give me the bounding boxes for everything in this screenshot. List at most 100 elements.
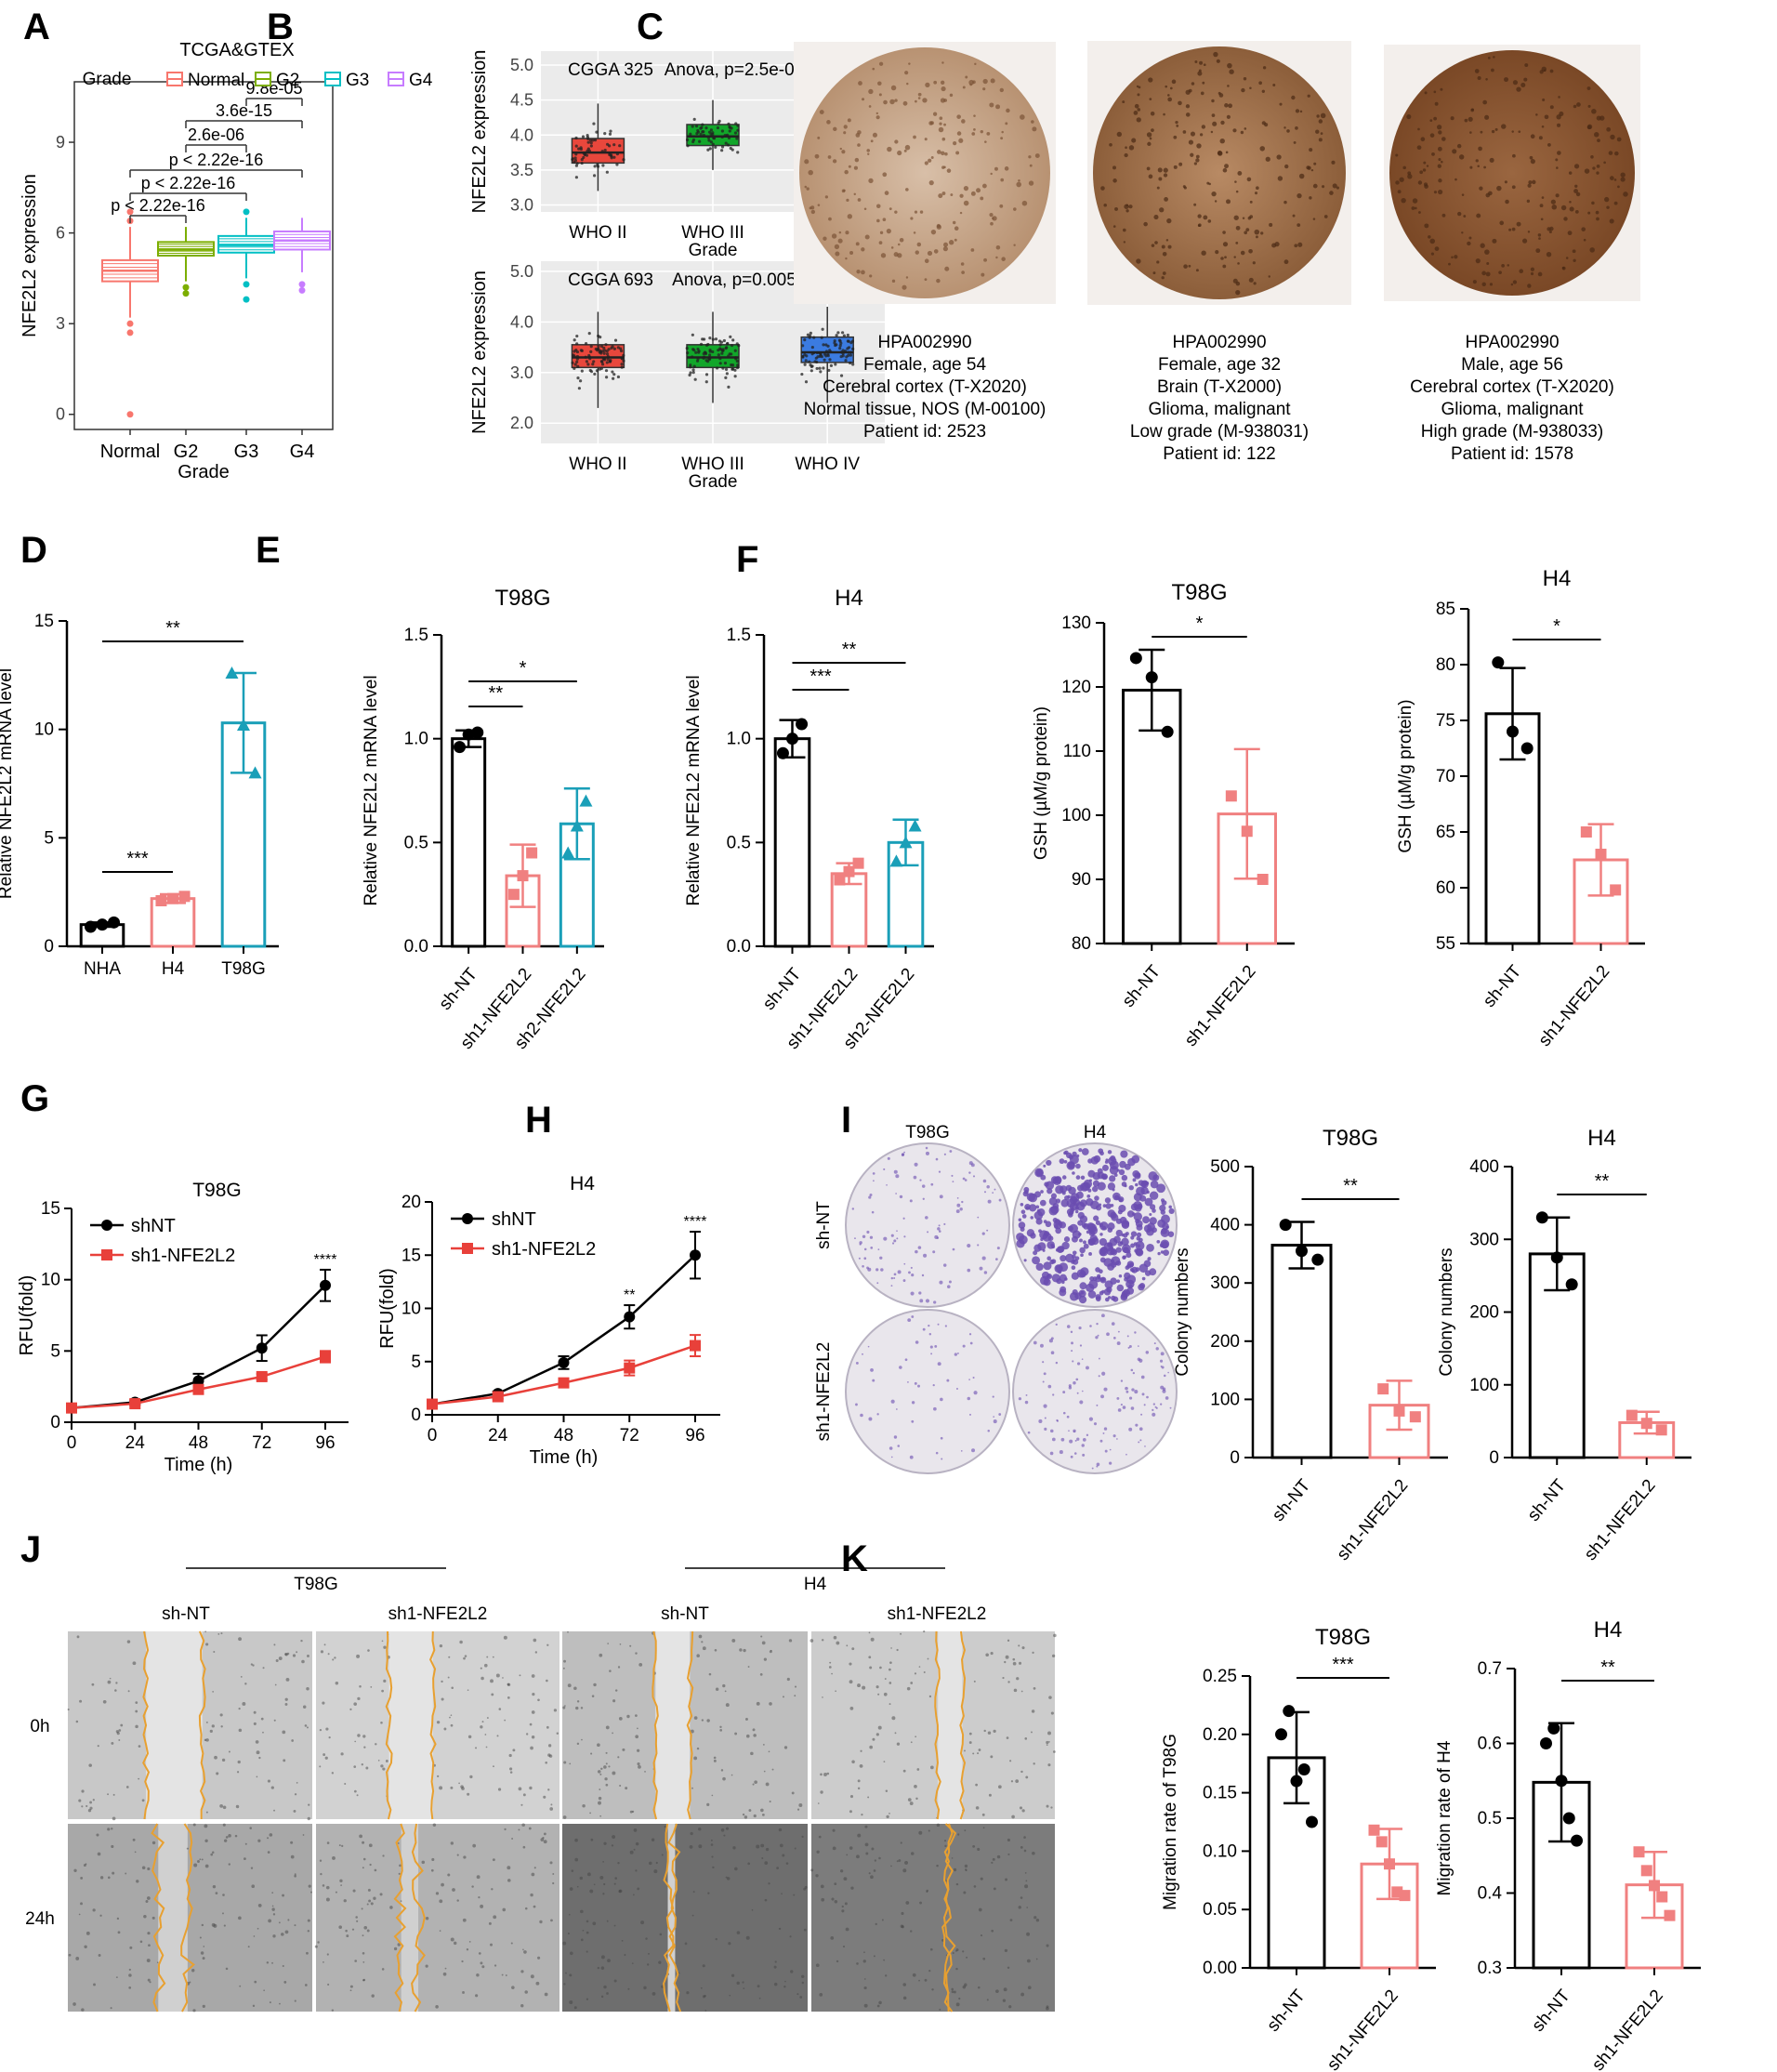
nucleus <box>1441 137 1446 141</box>
x-tick-label: Normal <box>100 442 160 462</box>
colony <box>1035 1205 1040 1209</box>
nucleus <box>990 172 993 176</box>
cell <box>1006 1736 1009 1739</box>
colony <box>1168 1208 1175 1214</box>
jitter-point <box>688 373 691 377</box>
colony <box>1072 1250 1077 1256</box>
cell <box>497 1788 502 1791</box>
nucleus <box>1219 138 1225 144</box>
jitter-point <box>820 355 824 359</box>
cell <box>598 1796 602 1801</box>
colony <box>981 1256 986 1260</box>
jitter-point <box>588 368 592 373</box>
cell <box>864 1842 869 1847</box>
ihc-caption-line: Female, age 32 <box>1158 355 1281 375</box>
colony <box>1095 1220 1100 1225</box>
nucleus <box>1196 143 1202 149</box>
cell <box>757 1985 760 1988</box>
cell <box>752 1728 756 1732</box>
cell <box>537 1698 540 1702</box>
colony <box>1140 1413 1143 1416</box>
y-tick-label: 4.5 <box>510 91 533 110</box>
cell <box>637 1727 638 1730</box>
colony <box>1126 1210 1135 1218</box>
colony <box>996 1247 1000 1250</box>
cell <box>591 1695 595 1697</box>
jitter-point <box>616 375 621 379</box>
colony <box>948 1280 952 1284</box>
cell <box>764 1861 769 1865</box>
cell <box>731 1639 736 1643</box>
cell <box>322 1753 326 1756</box>
nucleus <box>847 118 851 123</box>
cell <box>590 1752 593 1755</box>
jitter-point <box>612 155 616 159</box>
nucleus <box>1013 207 1017 211</box>
colony <box>1080 1181 1089 1192</box>
cell <box>638 1764 641 1769</box>
colony <box>1130 1235 1135 1240</box>
colony <box>1092 1180 1099 1187</box>
jitter-point <box>586 140 590 144</box>
colony <box>967 1244 971 1248</box>
sig-label: **** <box>684 1214 707 1230</box>
nucleus <box>1162 251 1167 257</box>
jitter-point <box>851 363 855 366</box>
colony <box>1133 1212 1142 1221</box>
cell <box>605 1762 608 1765</box>
data-point <box>1656 1891 1668 1903</box>
nucleus <box>994 166 998 171</box>
colony <box>870 1247 874 1249</box>
nucleus <box>1112 178 1117 183</box>
cell <box>508 1753 512 1758</box>
colony <box>972 1175 976 1178</box>
x-tick-label: 72 <box>620 1426 639 1445</box>
jitter-point <box>801 355 805 359</box>
nucleus <box>1151 128 1154 133</box>
cell <box>475 1747 478 1749</box>
nucleus <box>1226 199 1231 205</box>
cell <box>574 1838 578 1842</box>
x-tick-label: 24 <box>125 1433 146 1453</box>
jitter-point <box>593 372 597 376</box>
colony <box>1146 1190 1150 1194</box>
colony <box>1087 1223 1098 1233</box>
sig-label: **** <box>314 1252 337 1268</box>
cell <box>719 1728 723 1732</box>
colony <box>1159 1403 1163 1406</box>
jitter-point <box>708 147 712 151</box>
jitter-point <box>608 132 612 136</box>
cell <box>618 1890 622 1894</box>
nucleus <box>1279 102 1283 106</box>
panel-label-b: B <box>267 7 294 47</box>
nucleus <box>844 169 849 175</box>
cell <box>833 1635 837 1640</box>
y-tick-label: 15 <box>34 612 54 631</box>
jitter-point <box>725 342 730 346</box>
cell <box>111 1844 114 1849</box>
nucleus <box>1122 100 1125 104</box>
nucleus <box>1166 218 1172 224</box>
nucleus <box>924 161 928 165</box>
cell <box>294 1873 296 1876</box>
cell <box>928 1695 932 1698</box>
nucleus <box>1157 167 1163 173</box>
cell <box>1009 1919 1013 1921</box>
nucleus <box>1137 108 1141 112</box>
cell <box>1047 1731 1051 1735</box>
jitter-point <box>839 354 843 359</box>
cell <box>569 1887 573 1891</box>
cell <box>968 1732 972 1735</box>
nucleus <box>999 87 1004 93</box>
cell <box>856 1854 860 1859</box>
nucleus <box>1028 155 1032 159</box>
nucleus <box>954 238 957 242</box>
colony <box>1087 1290 1097 1299</box>
nucleus <box>1522 238 1528 244</box>
cell <box>765 1782 770 1787</box>
cell <box>509 1771 513 1774</box>
y-tick-label: 0.25 <box>1203 1667 1237 1686</box>
colony <box>1049 1451 1054 1456</box>
cell <box>763 1657 768 1661</box>
